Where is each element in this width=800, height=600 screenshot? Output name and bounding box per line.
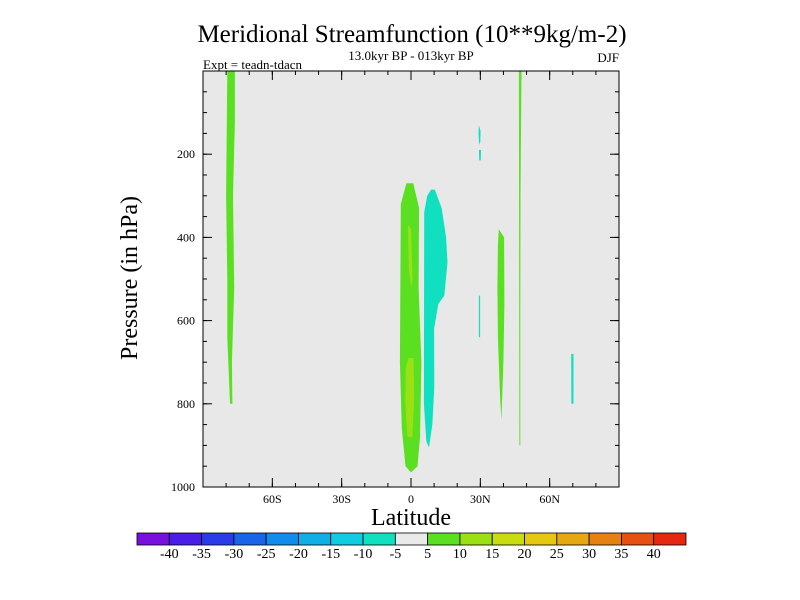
region-west-strip — [226, 71, 235, 404]
y-axis-label: Pressure (in hPa) — [117, 196, 143, 360]
colorbar-swatch — [168, 532, 202, 546]
colorbar-label: -15 — [321, 547, 340, 562]
colorbar-swatch — [362, 532, 396, 546]
colorbar-swatch — [201, 532, 235, 546]
x-axis-label: Latitude — [371, 505, 451, 531]
colorbar-swatch — [427, 532, 461, 546]
region-40n-positive — [497, 229, 505, 421]
colorbar-swatch — [265, 532, 299, 546]
colorbar-swatch — [621, 532, 655, 546]
colorbar: -40 -35 -30 -25 -20 -15 -10 -5 5 10 15 20 25 30 35 40 — [136, 532, 687, 562]
experiment-label: Expt = teadn-tdacn — [203, 57, 303, 72]
colorbar-label: -10 — [354, 547, 373, 562]
chart-title: Meridional Streamfunction (10**9kg/m-2) — [197, 21, 626, 48]
y-tick-label: 1000 — [171, 480, 195, 494]
y-tick-label: 200 — [177, 147, 195, 161]
colorbar-label: 25 — [550, 547, 564, 562]
colorbar-label: -30 — [225, 547, 244, 562]
region-equator-sliver — [408, 224, 413, 288]
colorbar-swatch — [524, 532, 558, 546]
colorbar-label: 10 — [453, 547, 467, 562]
axis-ticks: 60S 30S 0 30N 60N 200 400 600 800 1000 — [171, 71, 619, 506]
region-equator-negative — [423, 189, 448, 448]
colorbar-swatch — [233, 532, 267, 546]
colorbar-swatch — [653, 532, 687, 546]
chart-subtitle: 13.0kyr BP - 013kyr BP — [348, 48, 474, 63]
colorbar-swatch — [136, 532, 170, 546]
colorbar-swatch — [298, 532, 332, 546]
colorbar-label: 15 — [485, 547, 499, 562]
colorbar-label: 30 — [582, 547, 596, 562]
colorbar-label: -25 — [257, 547, 276, 562]
contour-regions — [226, 71, 574, 473]
colorbar-label: 20 — [518, 547, 532, 562]
y-tick-label: 600 — [177, 314, 195, 328]
colorbar-swatch — [491, 532, 525, 546]
x-tick-label: 0 — [408, 492, 414, 506]
region-30n-negative-upper — [478, 125, 481, 145]
colorbar-swatch — [459, 532, 493, 546]
colorbar-label: -20 — [289, 547, 308, 562]
colorbar-swatch — [330, 532, 364, 546]
x-tick-label: 30S — [332, 492, 351, 506]
x-tick-label: 60N — [539, 492, 560, 506]
x-tick-label: 30N — [470, 492, 491, 506]
colorbar-swatch — [394, 532, 429, 546]
colorbar-label: 40 — [647, 547, 661, 562]
season-label: DJF — [597, 50, 619, 65]
region-47n-strip — [518, 71, 522, 446]
region-30n-negative-thin — [478, 295, 481, 338]
y-tick-label: 400 — [177, 230, 195, 244]
y-tick-label: 800 — [177, 397, 195, 411]
colorbar-label: -5 — [390, 547, 402, 562]
region-70n-negative — [571, 353, 574, 404]
colorbar-swatch — [556, 532, 590, 546]
x-tick-label: 60S — [263, 492, 282, 506]
region-equator-core — [405, 358, 415, 438]
colorbar-label: -35 — [192, 547, 211, 562]
colorbar-label: 5 — [424, 547, 431, 562]
colorbar-swatch — [588, 532, 622, 546]
colorbar-label: 35 — [614, 547, 628, 562]
colorbar-label: -40 — [160, 547, 179, 562]
region-30n-negative-small — [478, 150, 481, 161]
